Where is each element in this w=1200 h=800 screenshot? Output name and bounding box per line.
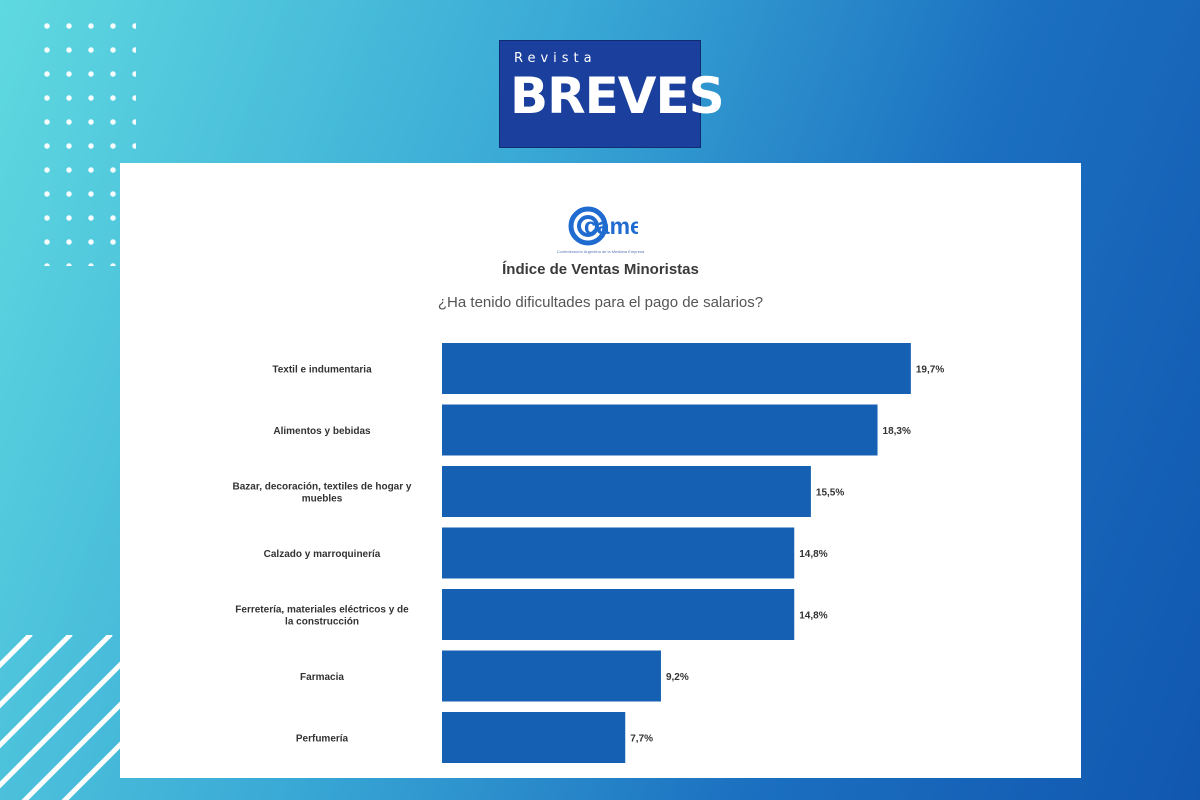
- background-dots: [36, 14, 136, 266]
- came-logo-subtitle: Confederación Argentina de la Mediana Em…: [556, 249, 645, 254]
- category-label: Farmacia: [300, 672, 344, 683]
- value-label: 9,2%: [666, 672, 689, 683]
- category-label: Alimentos y bebidas: [273, 426, 371, 437]
- bar: [442, 404, 878, 456]
- bar: [442, 343, 911, 394]
- category-label: Perfumería: [296, 734, 349, 745]
- bar: [442, 712, 626, 763]
- came-logo-text: came: [584, 213, 638, 239]
- bar: [442, 466, 811, 517]
- category-label: Textil e indumentaria: [272, 365, 372, 376]
- chart-title: Índice de Ventas Minoristas: [502, 261, 699, 278]
- bar-chart: Textil e indumentaria 19,7% Alimentos y be…: [233, 343, 944, 763]
- category-label: Bazar, decoración, textiles de hogar y mu…: [233, 482, 412, 505]
- breves-logo: Revista BREVES: [499, 40, 725, 148]
- value-label: 19,7%: [916, 365, 944, 376]
- value-label: 14,8%: [799, 611, 827, 622]
- chart-card: came Confederación Argentina de la Media…: [120, 163, 1081, 778]
- value-label: 18,3%: [883, 426, 911, 437]
- category-label: Calzado y marroquinería: [264, 549, 381, 560]
- chart-subtitle: ¿Ha tenido dificultades para el pago de …: [437, 294, 764, 311]
- value-label: 15,5%: [816, 488, 844, 499]
- bar: [442, 650, 661, 702]
- logo-big-text: BREVES: [510, 67, 725, 125]
- category-label: Ferretería, materiales eléctricos y de la…: [235, 605, 409, 628]
- value-label: 7,7%: [630, 734, 653, 745]
- bar: [442, 527, 795, 579]
- logo-small-text: Revista: [514, 51, 597, 66]
- came-logo: came: [568, 206, 638, 246]
- bar: [442, 589, 795, 640]
- value-label: 14,8%: [799, 549, 827, 560]
